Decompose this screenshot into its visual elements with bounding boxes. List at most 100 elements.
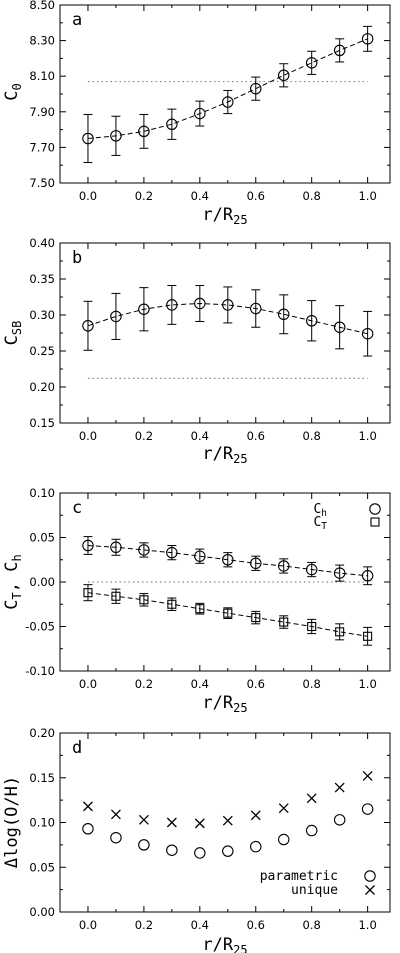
- data-point: [222, 96, 234, 108]
- panel-d: 0.0 0.2 0.4 0.6 0.8 1.0 0.00 0.05 0.10 0.15 0.20 d r…: [2, 726, 391, 953]
- y-tick-label: 0.15: [29, 416, 55, 430]
- legend-marker: [364, 870, 376, 882]
- y-tick-label: 0.10: [29, 486, 55, 500]
- y-tick-label: 0.25: [29, 344, 55, 358]
- x-tick-label: 0.2: [135, 677, 153, 691]
- data-point: [110, 809, 121, 820]
- y-tick-label: -0.05: [25, 620, 55, 634]
- x-tick-label: 0.0: [79, 918, 97, 932]
- data-point: [166, 299, 178, 311]
- data-point: [222, 845, 234, 857]
- y-axis-label: Δlog(O/H): [2, 776, 22, 868]
- data-point: [277, 833, 290, 846]
- legend-marker: [370, 517, 380, 527]
- x-tick-label: 0.6: [247, 918, 265, 932]
- y-tick-label: 8.50: [29, 0, 55, 12]
- y-tick-label: 0.05: [29, 531, 55, 545]
- data-point: [82, 132, 94, 145]
- data-point: [335, 627, 345, 637]
- x-tick-label: 0.8: [303, 429, 321, 443]
- data-point: [139, 595, 149, 605]
- data-point: [333, 321, 346, 333]
- data-point: [361, 327, 374, 340]
- x-tick-label: 1.0: [358, 189, 376, 203]
- x-tick-label: 0.4: [191, 918, 209, 932]
- data-point: [333, 44, 346, 57]
- data-point: [250, 840, 262, 853]
- data-point: [251, 613, 261, 623]
- data-point: [222, 553, 234, 566]
- x-axis-label: r/R25: [202, 935, 247, 953]
- y-axis-label: C0: [2, 83, 24, 100]
- data-point: [278, 803, 289, 814]
- x-tick-label: 0.6: [247, 429, 265, 443]
- data-point: [250, 557, 262, 570]
- x-tick-label: 0.4: [191, 677, 209, 691]
- data-point: [194, 297, 206, 310]
- data-point: [82, 823, 94, 835]
- y-tick-label: 0.35: [29, 272, 55, 286]
- data-point: [110, 541, 122, 554]
- panel-letter: b: [72, 248, 82, 268]
- data-point: [333, 567, 346, 579]
- panel-letter: d: [72, 738, 82, 758]
- data-point: [110, 831, 122, 844]
- data-point: [361, 570, 374, 582]
- data-point: [305, 563, 318, 576]
- data-point: [305, 57, 318, 69]
- legend-label: CT: [313, 515, 327, 532]
- data-point: [333, 814, 346, 826]
- series-unique: [83, 771, 373, 829]
- series-0: [82, 284, 374, 357]
- x-tick-label: 0.4: [191, 429, 209, 443]
- x-tick-label: 0.8: [303, 189, 321, 203]
- data-point: [279, 617, 289, 627]
- legend-label: unique: [291, 883, 338, 898]
- y-axis-label: CT, Ch: [2, 554, 24, 609]
- data-point: [138, 839, 150, 851]
- legend-marker: [365, 885, 375, 895]
- x-tick-label: 1.0: [358, 677, 376, 691]
- series-C: [82, 536, 374, 586]
- data-point: [195, 604, 205, 614]
- data-point: [305, 824, 318, 837]
- data-point: [138, 544, 150, 556]
- data-point: [305, 315, 318, 327]
- series-C: [83, 584, 373, 646]
- data-point: [83, 588, 93, 598]
- data-point: [82, 320, 94, 332]
- y-tick-label: 7.70: [29, 140, 55, 154]
- y-tick-label: 8.30: [29, 34, 55, 48]
- y-tick-label: 8.10: [29, 69, 55, 83]
- panel-b: 0.0 0.2 0.4 0.6 0.8 1.0 0.15 0.20 0.25 0.30 0.35 0.…: [2, 236, 391, 466]
- y-tick-label: 0.40: [29, 236, 55, 250]
- y-tick-label: 0.30: [29, 308, 55, 322]
- legend-label: Ch: [313, 502, 327, 519]
- panel-letter: a: [72, 10, 82, 30]
- data-point: [138, 814, 149, 825]
- y-tick-label: 0.05: [29, 860, 55, 874]
- data-point: [166, 118, 178, 131]
- x-tick-label: 0.6: [247, 677, 265, 691]
- series-0: [82, 25, 374, 164]
- data-point: [83, 801, 93, 812]
- data-point: [363, 631, 373, 641]
- x-tick-label: 0.8: [303, 918, 321, 932]
- y-axis-label: CSB: [2, 321, 24, 346]
- x-tick-label: 0.8: [303, 677, 321, 691]
- y-tick-label: 0.20: [29, 380, 55, 394]
- x-axis-label: r/R25: [202, 205, 247, 227]
- x-axis-label: r/R25: [202, 444, 247, 466]
- data-point: [110, 130, 122, 142]
- data-point: [361, 33, 374, 45]
- data-point: [250, 810, 261, 821]
- data-point: [194, 550, 206, 562]
- data-point: [277, 308, 290, 321]
- fit-line: [87, 38, 368, 139]
- y-tick-label: 0.00: [29, 575, 55, 589]
- x-tick-label: 0.2: [135, 429, 153, 443]
- data-point: [250, 82, 262, 95]
- x-tick-label: 0.0: [79, 429, 97, 443]
- data-point: [222, 815, 233, 826]
